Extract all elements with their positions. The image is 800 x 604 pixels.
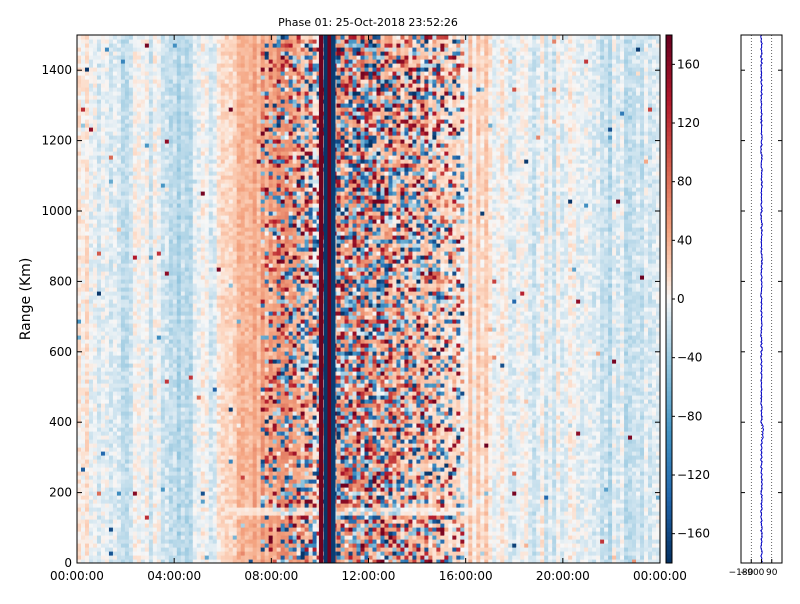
colorbar: 160 120 80 40 0 −40 −80 −120 −160 xyxy=(666,35,710,564)
y-tick-label: 600 xyxy=(49,345,72,359)
y-axis-label: Range (Km) xyxy=(18,258,34,341)
x-tick-label: 12:00:00 xyxy=(342,569,396,583)
colorbar-gradient xyxy=(666,35,672,564)
y-tick-label: 400 xyxy=(49,415,72,429)
y-tick-label: 0 xyxy=(64,556,72,570)
colorbar-ticks: 160 120 80 40 0 −40 −80 −120 −160 xyxy=(672,57,710,540)
x-tick-label: 04:00:00 xyxy=(147,569,201,583)
x-tick-label: 08:00:00 xyxy=(244,569,298,583)
colorbar-tick-label: −120 xyxy=(677,468,710,482)
colorbar-tick-label: −40 xyxy=(677,351,702,365)
x-tick-label: 00:00:00 xyxy=(50,569,104,583)
phase-stripe xyxy=(319,35,323,563)
colorbar-tick-label: 40 xyxy=(677,233,692,247)
phase-stripe xyxy=(331,35,335,563)
chart-title: Phase 01: 25-Oct-2018 23:52:26 xyxy=(278,16,458,29)
heatmap-cells xyxy=(77,35,661,564)
profile-x-tick-label: −90 xyxy=(740,568,759,578)
y-tick-label: 200 xyxy=(49,486,72,500)
colorbar-tick-label: 0 xyxy=(677,292,685,306)
colorbar-tick-label: 80 xyxy=(677,175,692,189)
profile-x-tick-label: 90 xyxy=(766,568,778,578)
x-tick-label: 20:00:00 xyxy=(536,569,590,583)
y-tick-label: 1400 xyxy=(41,63,72,77)
colorbar-tick-label: 160 xyxy=(677,57,700,71)
colorbar-tick-label: −160 xyxy=(677,527,710,541)
y-tick-label: 800 xyxy=(49,274,72,288)
profile-x-tick-label: 0 xyxy=(759,568,765,578)
x-tick-label: 16:00:00 xyxy=(439,569,493,583)
colorbar-tick-label: −80 xyxy=(677,409,702,423)
y-tick-label: 1000 xyxy=(41,204,72,218)
y-tick-label: 1200 xyxy=(41,134,72,148)
x-tick-label: 00:00:00 xyxy=(633,569,687,583)
colorbar-tick-label: 120 xyxy=(677,116,700,130)
